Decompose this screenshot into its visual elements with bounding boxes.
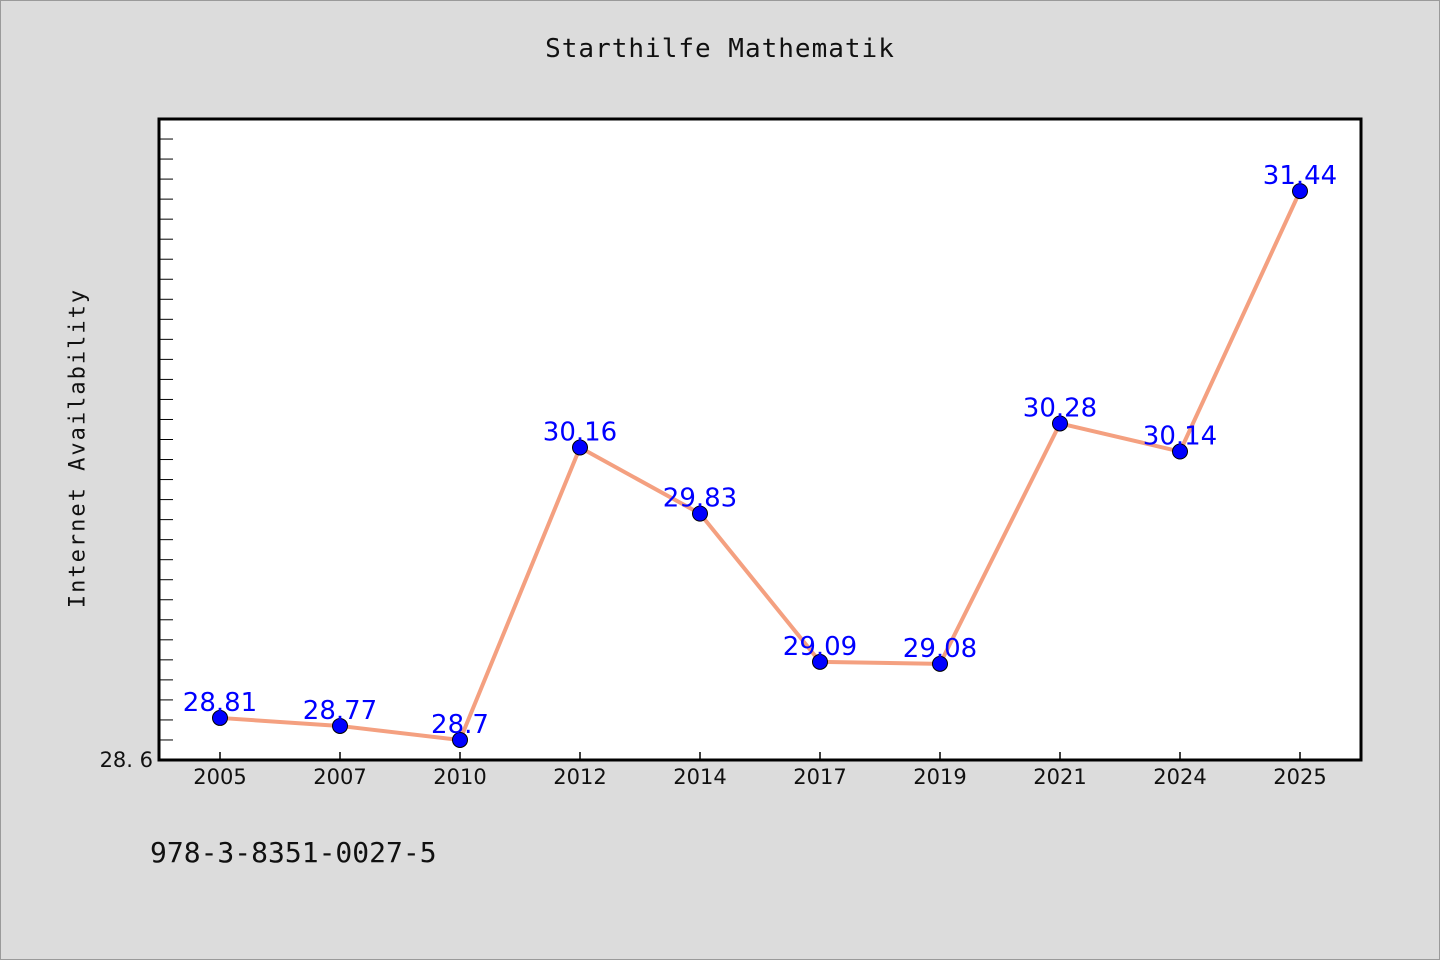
data-point [1292, 183, 1308, 200]
data-label: 28.77 [303, 696, 377, 726]
data-label: 30.16 [543, 418, 617, 448]
x-tick-label: 2012 [553, 765, 606, 789]
data-point [692, 505, 708, 522]
data-point [812, 653, 828, 670]
data-label: 29.09 [783, 632, 857, 662]
isbn-text: 978-3-8351-0027-5 [150, 836, 437, 869]
x-tick-label: 2005 [193, 765, 246, 789]
x-tick-label: 2014 [673, 765, 726, 789]
x-tick-label: 2025 [1273, 765, 1326, 789]
data-label: 30.14 [1143, 422, 1217, 452]
x-axis-ticks: 2005 2007 2010 2012 2014 2017 2019 2021 2024 2025 [193, 752, 1327, 789]
x-tick-label: 2019 [913, 765, 966, 789]
x-tick-label: 2010 [433, 765, 486, 789]
data-label: 30.28 [1023, 393, 1097, 423]
data-point [572, 439, 588, 456]
data-label: 31.44 [1263, 161, 1337, 191]
y-axis-ticks: 28. 6 [100, 138, 173, 772]
data-point [1172, 443, 1188, 460]
chart-title: Starthilfe Mathematik [545, 34, 895, 64]
series-markers [212, 183, 1308, 748]
plot-area [157, 117, 1363, 762]
series-line [219, 190, 1302, 742]
data-point [1052, 415, 1068, 432]
data-label: 29.08 [903, 634, 977, 664]
data-point [932, 655, 948, 672]
data-point [452, 731, 468, 748]
data-label: 28.7 [431, 710, 489, 740]
y-tick-label: 28. 6 [100, 748, 153, 772]
data-point [332, 717, 348, 734]
data-label: 28.81 [183, 688, 257, 718]
data-labels: 28.81 28.77 28.7 30.16 29.83 29.09 29.08 30.28 3… [183, 161, 1337, 740]
x-tick-label: 2017 [793, 765, 846, 789]
data-point [212, 709, 228, 726]
x-tick-label: 2021 [1033, 765, 1086, 789]
x-tick-label: 2024 [1153, 765, 1206, 789]
x-tick-label: 2007 [313, 765, 366, 789]
data-label: 29.83 [663, 484, 737, 514]
